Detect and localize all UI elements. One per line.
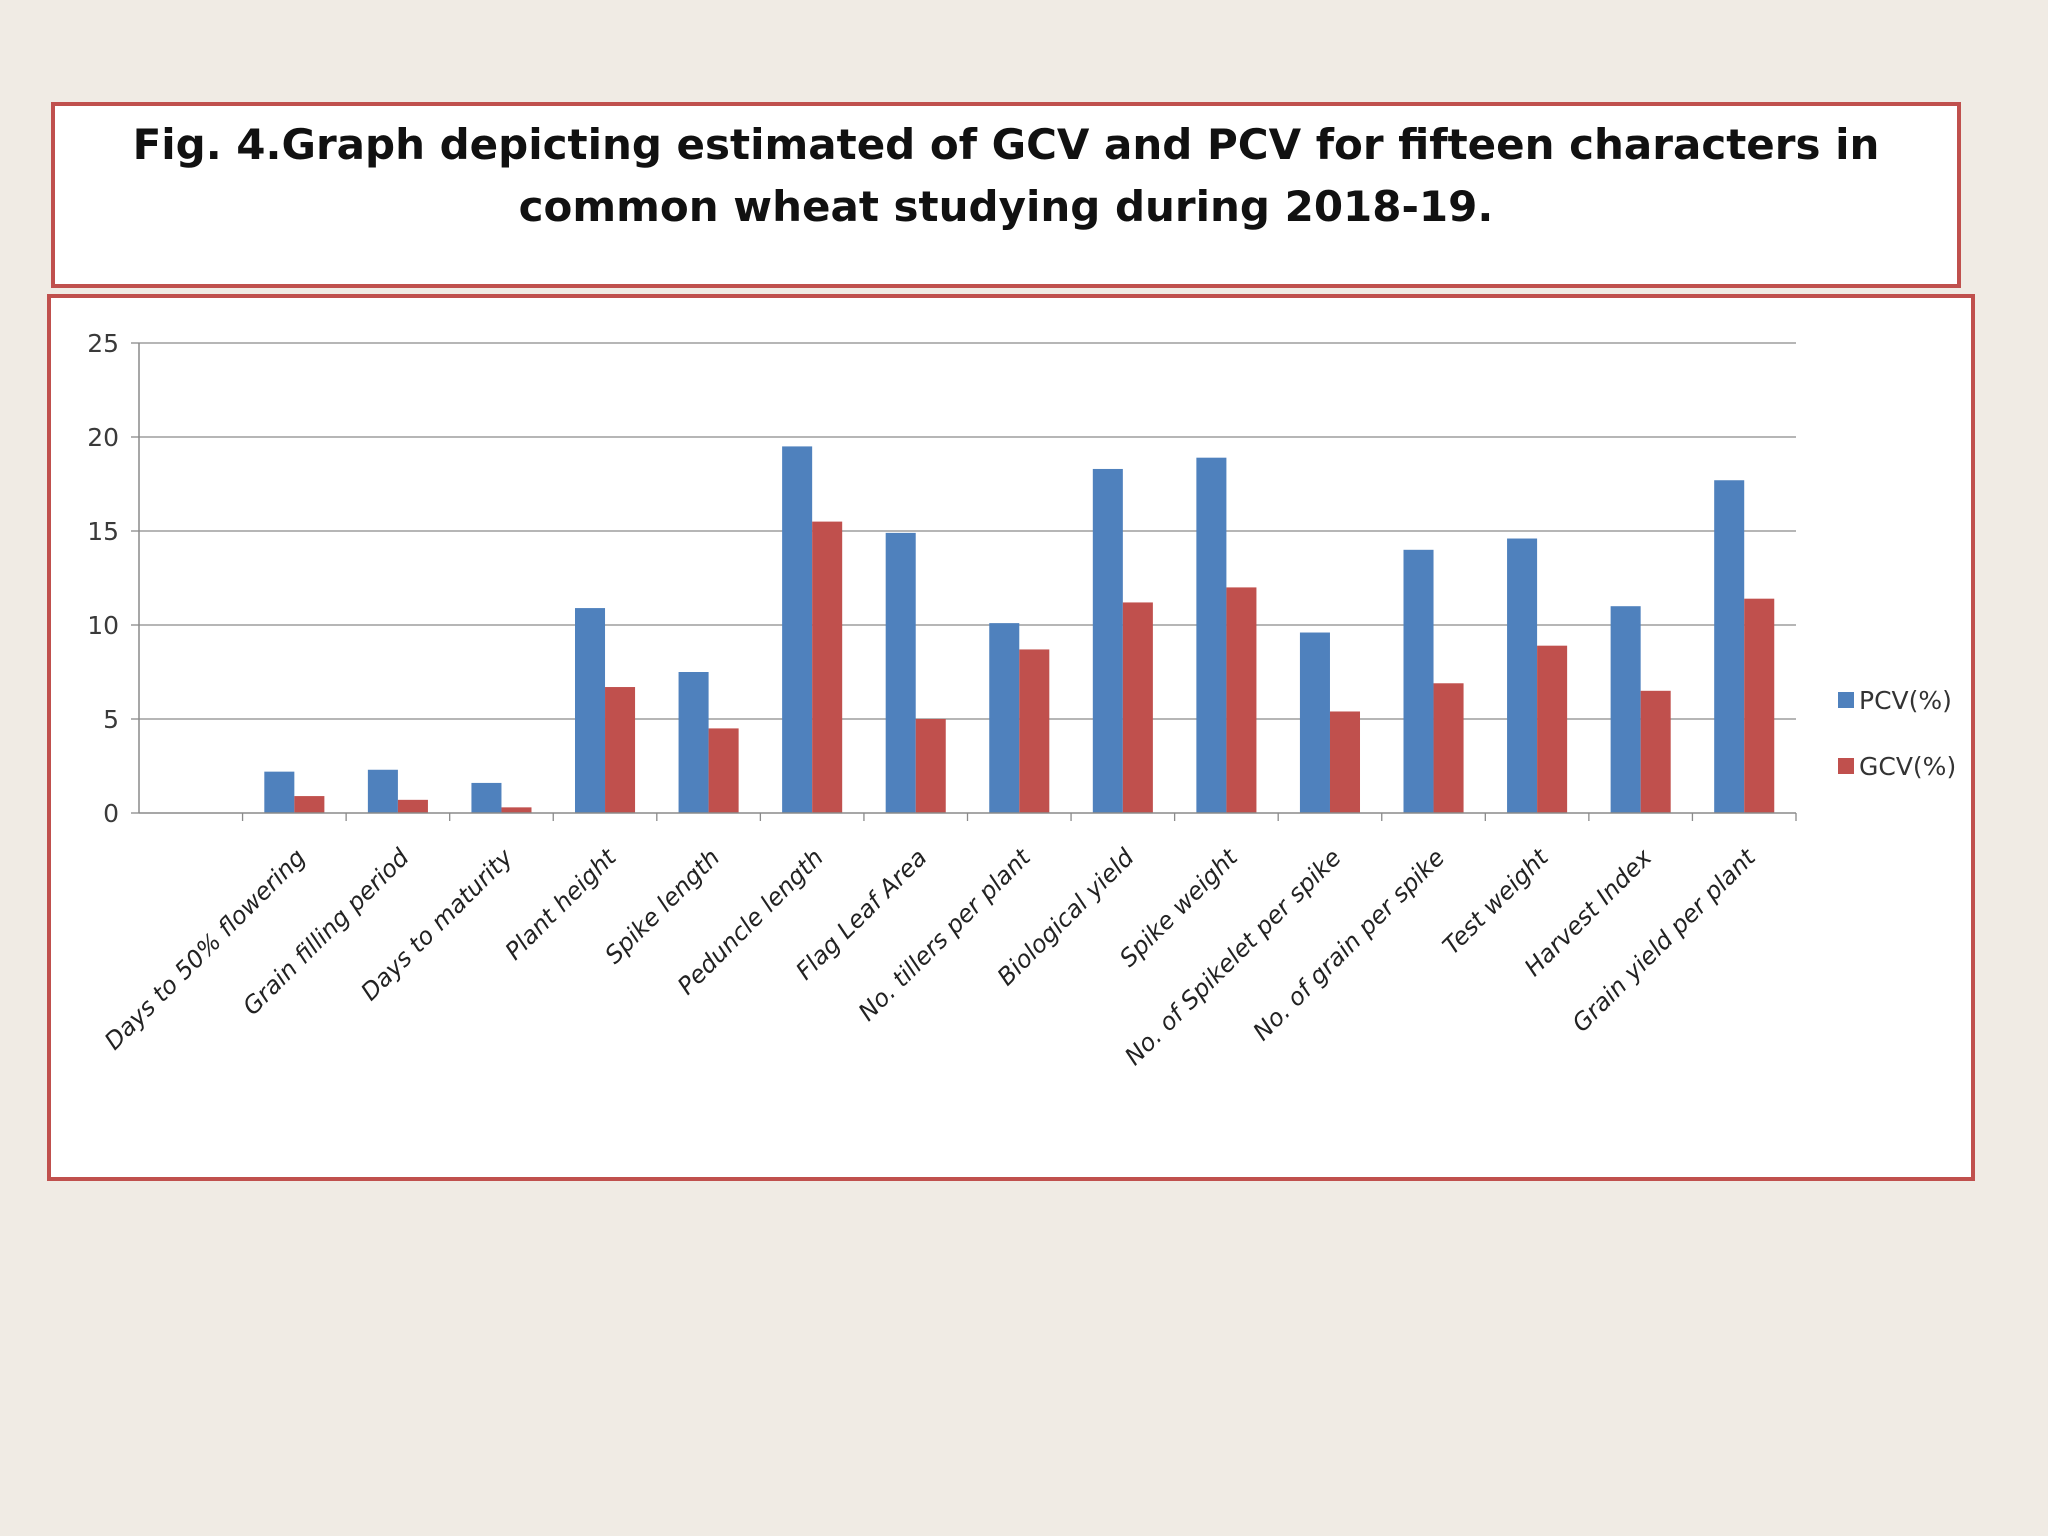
bar-pcv bbox=[989, 623, 1020, 813]
bar-gcv bbox=[501, 807, 532, 813]
x-category-label: No. of Spikelet per spike bbox=[1119, 843, 1346, 1070]
bar-pcv bbox=[264, 771, 295, 813]
bar-pcv bbox=[1610, 606, 1641, 813]
x-category-label: Days to 50% flowering bbox=[99, 843, 311, 1055]
y-tick-label: 15 bbox=[87, 517, 119, 546]
bar-pcv bbox=[574, 608, 606, 813]
legend: PCV(%) GCV(%) bbox=[1838, 686, 1956, 781]
bar-gcv bbox=[812, 521, 843, 813]
bar-pcv bbox=[1403, 549, 1434, 813]
bar-pcv bbox=[1092, 468, 1123, 813]
bar-gcv bbox=[397, 799, 428, 813]
bar-gcv bbox=[1640, 690, 1671, 813]
y-tick-label: 10 bbox=[87, 611, 119, 640]
bar-gcv bbox=[1433, 683, 1464, 813]
bar-gcv bbox=[294, 796, 325, 813]
x-category-label: Grain yield per plant bbox=[1567, 842, 1762, 1037]
bar-gcv bbox=[1019, 649, 1050, 813]
chart-box: 0 5 10 15 20 25 Days to 50% flowering Grain fi… bbox=[47, 294, 1975, 1181]
bar-pcv bbox=[885, 532, 916, 813]
bar-gcv bbox=[708, 728, 739, 813]
legend-swatch bbox=[1838, 758, 1854, 774]
y-tick-label: 25 bbox=[87, 329, 119, 358]
bar-pcv bbox=[1507, 538, 1538, 813]
bar-pcv bbox=[1299, 632, 1330, 813]
y-tick-label: 0 bbox=[103, 799, 119, 828]
y-tick-label: 5 bbox=[103, 705, 119, 734]
bar-gcv bbox=[915, 719, 946, 813]
bar-pcv bbox=[782, 446, 813, 813]
legend-label: PCV(%) bbox=[1859, 686, 1952, 715]
bar-gcv bbox=[1744, 598, 1775, 813]
bar-gcv bbox=[605, 687, 636, 813]
y-tick-labels: 0 5 10 15 20 25 bbox=[87, 329, 119, 828]
bar-pcv bbox=[678, 672, 709, 813]
bar-pcv bbox=[471, 782, 502, 813]
bar-gcv bbox=[1122, 602, 1153, 813]
x-category-label: No. of grain per spike bbox=[1248, 843, 1451, 1046]
bar-pcv bbox=[1714, 480, 1745, 813]
bar-gcv bbox=[1226, 587, 1257, 813]
figure-title: Fig. 4.Graph depicting estimated of GCV … bbox=[132, 120, 1880, 231]
axes bbox=[131, 342, 1797, 821]
bar-gcv bbox=[1329, 711, 1361, 813]
bar-gcv bbox=[1537, 645, 1568, 813]
y-tick-label: 20 bbox=[87, 423, 119, 452]
bar-pcv bbox=[367, 769, 398, 813]
bar-pcv bbox=[1196, 457, 1227, 813]
x-category-label: No. tillers per plant bbox=[853, 842, 1037, 1026]
legend-swatch bbox=[1838, 692, 1854, 708]
title-box: Fig. 4.Graph depicting estimated of GCV … bbox=[51, 102, 1961, 288]
legend-label: GCV(%) bbox=[1859, 752, 1956, 781]
bars bbox=[264, 446, 1775, 813]
